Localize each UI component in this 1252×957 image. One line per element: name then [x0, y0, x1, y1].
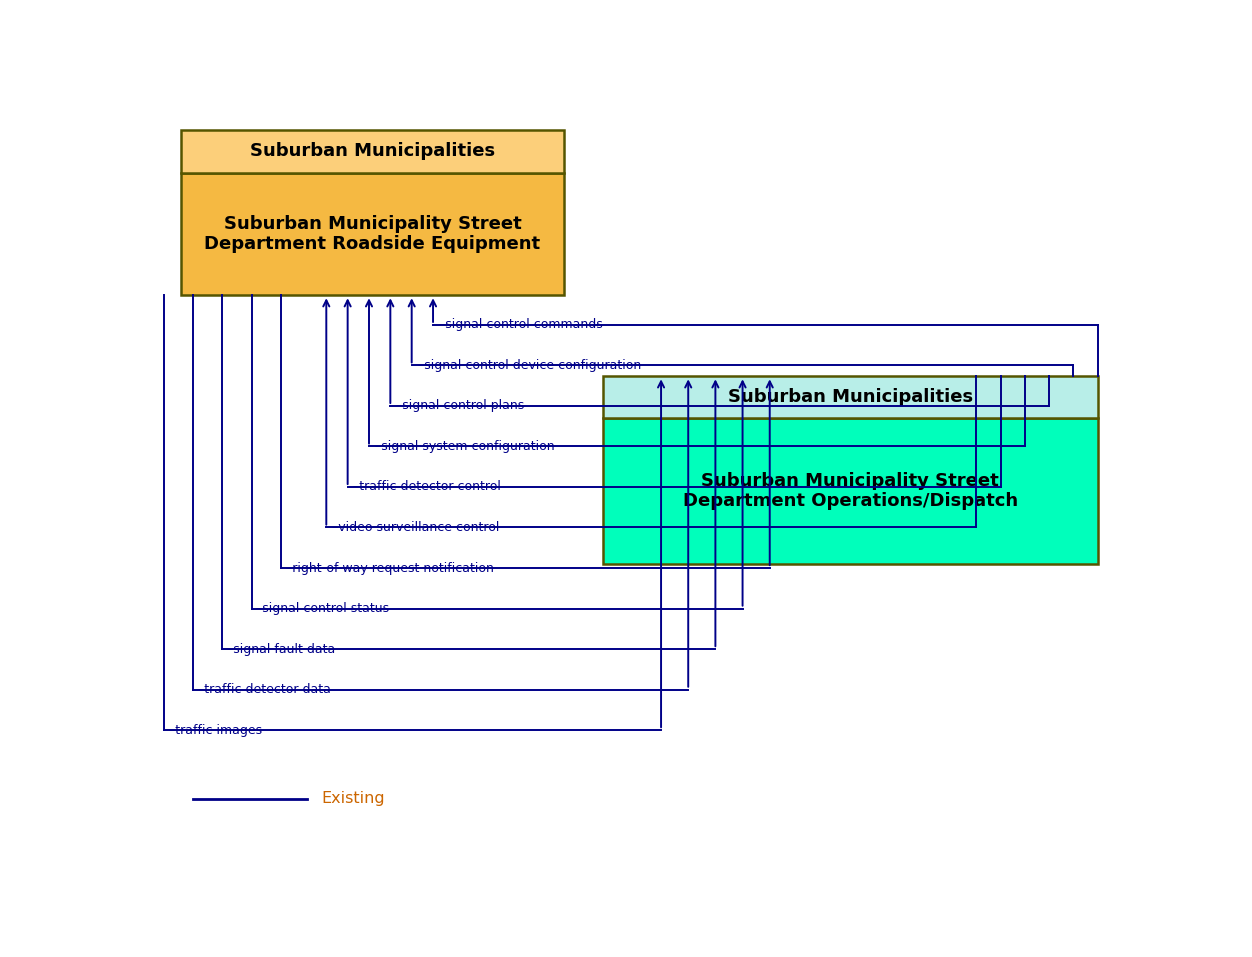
Bar — [602, 376, 1098, 418]
Text: –traffic detector control: –traffic detector control — [353, 480, 501, 494]
Text: –traffic images: –traffic images — [169, 723, 262, 737]
Text: –signal control device configuration: –signal control device configuration — [417, 359, 641, 372]
Text: Existing: Existing — [322, 791, 386, 806]
Text: –signal control plans: –signal control plans — [396, 399, 525, 412]
Text: –video surveillance control: –video surveillance control — [332, 521, 500, 534]
Text: –signal control commands: –signal control commands — [439, 319, 602, 331]
Text: Suburban Municipalities: Suburban Municipalities — [727, 389, 973, 406]
Text: Suburban Municipality Street
Department Operations/Dispatch: Suburban Municipality Street Department … — [682, 472, 1018, 510]
Text: –signal control status: –signal control status — [257, 602, 389, 615]
Text: –signal fault data: –signal fault data — [228, 642, 336, 656]
Bar — [180, 129, 563, 172]
Text: –traffic detector data: –traffic detector data — [198, 683, 331, 696]
Bar — [180, 172, 563, 296]
Text: –signal system configuration: –signal system configuration — [374, 440, 555, 453]
Text: Suburban Municipalities: Suburban Municipalities — [250, 143, 495, 160]
Bar — [602, 418, 1098, 565]
Text: Suburban Municipality Street
Department Roadside Equipment: Suburban Municipality Street Department … — [204, 214, 541, 254]
Text: –right-of-way request notification: –right-of-way request notification — [285, 562, 493, 574]
